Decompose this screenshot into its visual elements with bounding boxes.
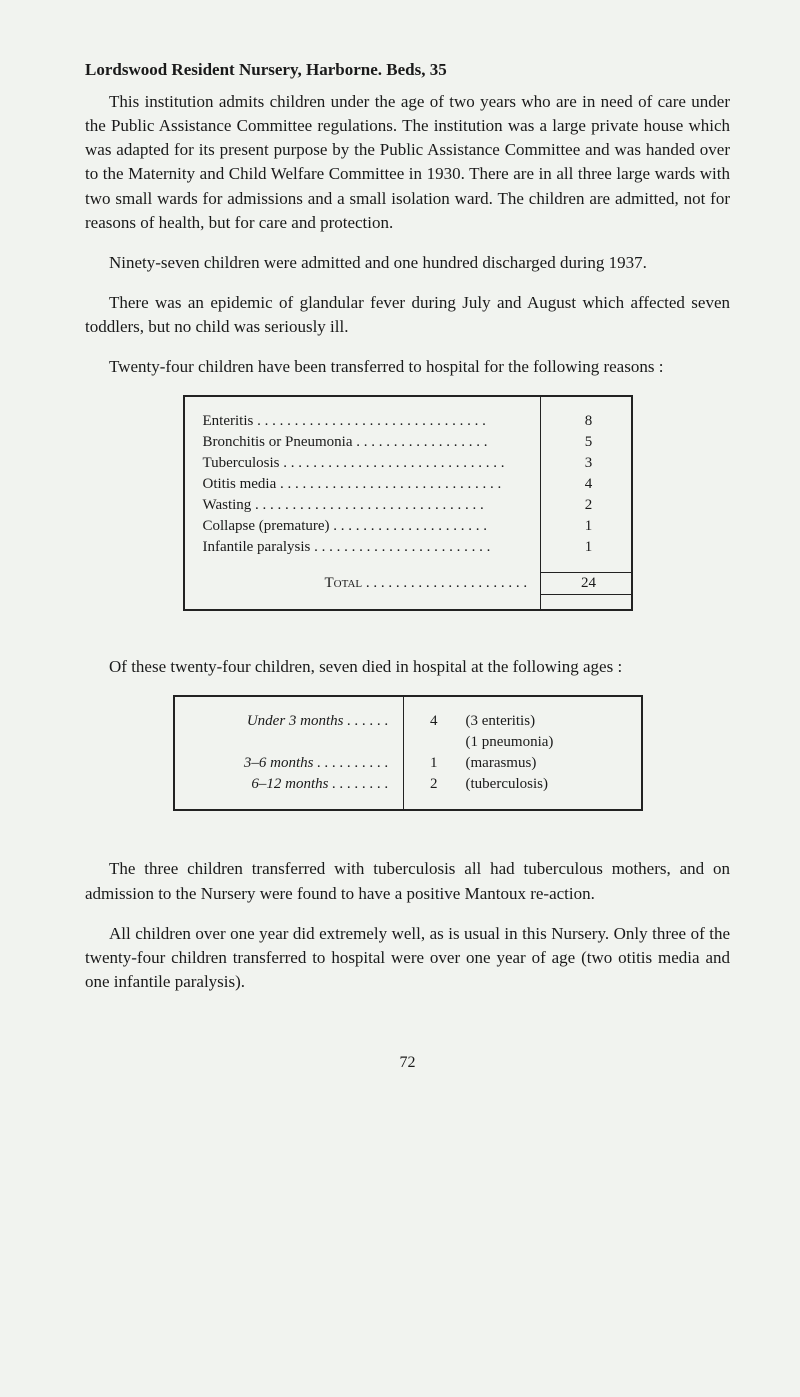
reason-label: Tuberculosis . . . . . . . . . . . . . .… [184, 453, 541, 474]
age-count [403, 732, 452, 753]
table-total-row: Total . . . . . . . . . . . . . . . . . … [184, 573, 632, 595]
reason-label: Bronchitis or Pneumonia . . . . . . . . … [184, 432, 541, 453]
paragraph-2: Ninety-seven children were admitted and … [85, 251, 730, 275]
age-label: 6–12 months . . . . . . . . [174, 774, 404, 795]
paragraph-1: This institution admits children under t… [85, 90, 730, 235]
table-row: Otitis media . . . . . . . . . . . . . .… [184, 474, 632, 495]
reason-value: 1 [540, 537, 632, 558]
paragraph-7: All children over one year did extremely… [85, 922, 730, 994]
table-row: Under 3 months . . . . . . 4 (3 enteriti… [174, 711, 642, 732]
age-label: 3–6 months . . . . . . . . . . [174, 753, 404, 774]
age-count: 2 [403, 774, 452, 795]
table-row: Infantile paralysis . . . . . . . . . . … [184, 537, 632, 558]
paragraph-3: There was an epidemic of glandular fever… [85, 291, 730, 339]
table-2-container: Under 3 months . . . . . . 4 (3 enteriti… [173, 695, 643, 811]
reason-label: Infantile paralysis . . . . . . . . . . … [184, 537, 541, 558]
age-count: 4 [403, 711, 452, 732]
reason-label: Wasting . . . . . . . . . . . . . . . . … [184, 495, 541, 516]
reason-value: 8 [540, 411, 632, 432]
total-label: Total . . . . . . . . . . . . . . . . . … [184, 573, 541, 595]
reason-label: Enteritis . . . . . . . . . . . . . . . … [184, 411, 541, 432]
paragraph-5: Of these twenty-four children, seven die… [85, 655, 730, 679]
section-title: Lordswood Resident Nursery, Harborne. Be… [85, 60, 730, 80]
table-row: Tuberculosis . . . . . . . . . . . . . .… [184, 453, 632, 474]
paragraph-4: Twenty-four children have been transferr… [85, 355, 730, 379]
age-label [174, 732, 404, 753]
reason-label: Collapse (premature) . . . . . . . . . .… [184, 516, 541, 537]
reasons-table: Enteritis . . . . . . . . . . . . . . . … [183, 395, 633, 611]
page-container: Lordswood Resident Nursery, Harborne. Be… [0, 0, 800, 1397]
table-row: Bronchitis or Pneumonia . . . . . . . . … [184, 432, 632, 453]
reason-value: 1 [540, 516, 632, 537]
age-detail: (marasmus) [452, 753, 642, 774]
table-row: Collapse (premature) . . . . . . . . . .… [184, 516, 632, 537]
reason-value: 3 [540, 453, 632, 474]
table-row: 3–6 months . . . . . . . . . . 1 (marasm… [174, 753, 642, 774]
reason-value: 4 [540, 474, 632, 495]
age-detail: (1 pneumonia) [452, 732, 642, 753]
age-detail: (tuberculosis) [452, 774, 642, 795]
paragraph-6: The three children transferred with tube… [85, 857, 730, 905]
table-row: Wasting . . . . . . . . . . . . . . . . … [184, 495, 632, 516]
age-detail: (3 enteritis) [452, 711, 642, 732]
table-1-container: Enteritis . . . . . . . . . . . . . . . … [183, 395, 633, 611]
reason-value: 5 [540, 432, 632, 453]
age-count: 1 [403, 753, 452, 774]
page-number: 72 [85, 1054, 730, 1072]
table-row: Enteritis . . . . . . . . . . . . . . . … [184, 411, 632, 432]
age-label: Under 3 months . . . . . . [174, 711, 404, 732]
table-row: (1 pneumonia) [174, 732, 642, 753]
table-row: 6–12 months . . . . . . . . 2 (tuberculo… [174, 774, 642, 795]
total-value: 24 [540, 573, 632, 595]
reason-value: 2 [540, 495, 632, 516]
reason-label: Otitis media . . . . . . . . . . . . . .… [184, 474, 541, 495]
ages-table: Under 3 months . . . . . . 4 (3 enteriti… [173, 695, 643, 811]
